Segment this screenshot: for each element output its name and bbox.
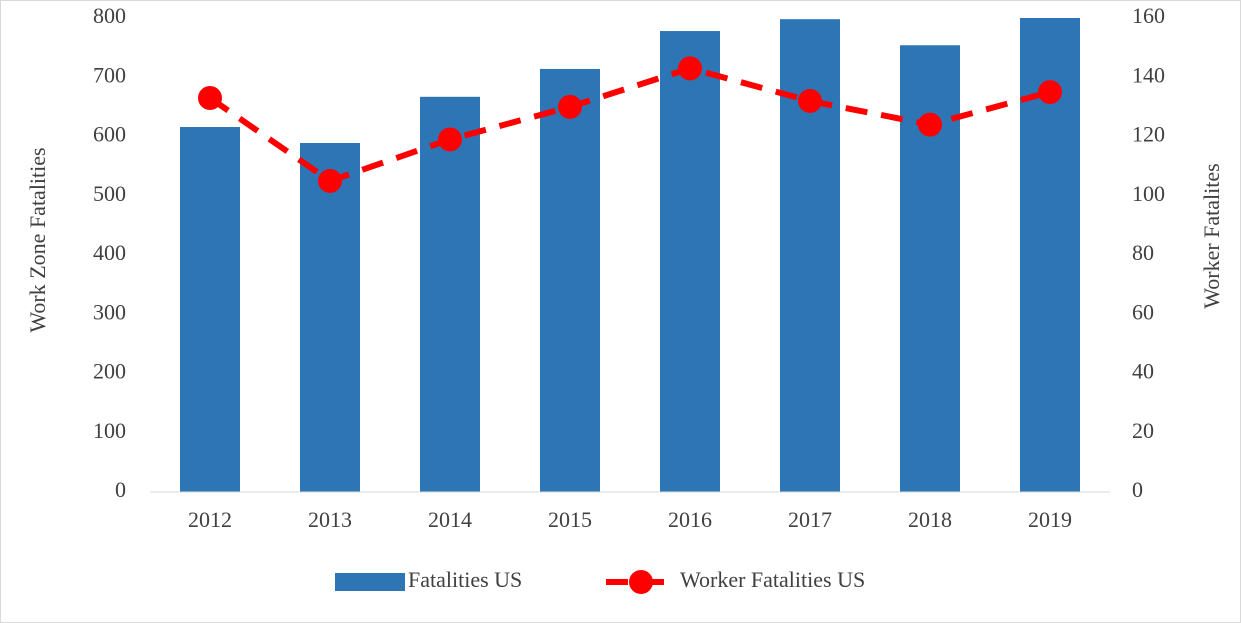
line-marker [798,88,822,113]
line-marker [918,112,942,137]
bar [300,143,360,492]
x-tick-label: 2018 [908,507,952,532]
x-tick-label: 2019 [1028,507,1072,532]
y-tick-label: 600 [93,122,126,147]
y2-tick-label: 60 [1132,299,1154,324]
line-marker [198,85,222,110]
x-tick-label: 2013 [308,507,352,532]
line-marker [438,127,462,152]
line-marker [678,56,702,81]
bar [180,127,240,493]
y2-tick-label: 100 [1132,181,1165,206]
bar [420,96,480,493]
y2-tick-label: 20 [1132,418,1154,443]
legend-swatch [629,570,653,594]
bar [900,45,960,492]
bar [660,31,720,492]
y-axis-title: Work Zone Fatalities [25,147,50,332]
y2-tick-label: 80 [1132,240,1154,265]
line-marker [558,94,582,119]
y2-tick-label: 160 [1132,3,1165,28]
bar [540,68,600,492]
y-tick-label: 300 [93,299,126,324]
y2-tick-label: 140 [1132,62,1165,87]
y-tick-label: 500 [93,181,126,206]
y-tick-label: 400 [93,240,126,265]
y-tick-label: 200 [93,359,126,384]
y2-axis-title: Worker Fatalites [1199,163,1224,308]
x-tick-label: 2014 [428,507,472,532]
y2-tick-label: 40 [1132,359,1154,384]
y-tick-label: 700 [93,62,126,87]
x-tick-label: 2017 [788,507,832,532]
y2-tick-label: 120 [1132,122,1165,147]
legend-label: Fatalities US [408,567,522,592]
line-marker [1038,80,1062,105]
y2-tick-label: 0 [1132,477,1143,502]
x-tick-label: 2015 [548,507,592,532]
y-tick-label: 100 [93,418,126,443]
x-tick-label: 2016 [668,507,712,532]
line-marker [318,168,342,193]
y-tick-label: 0 [115,477,126,502]
x-tick-label: 2012 [188,507,232,532]
legend-swatch [335,573,405,591]
legend-label: Worker Fatalities US [680,567,865,592]
y-tick-label: 800 [93,3,126,28]
